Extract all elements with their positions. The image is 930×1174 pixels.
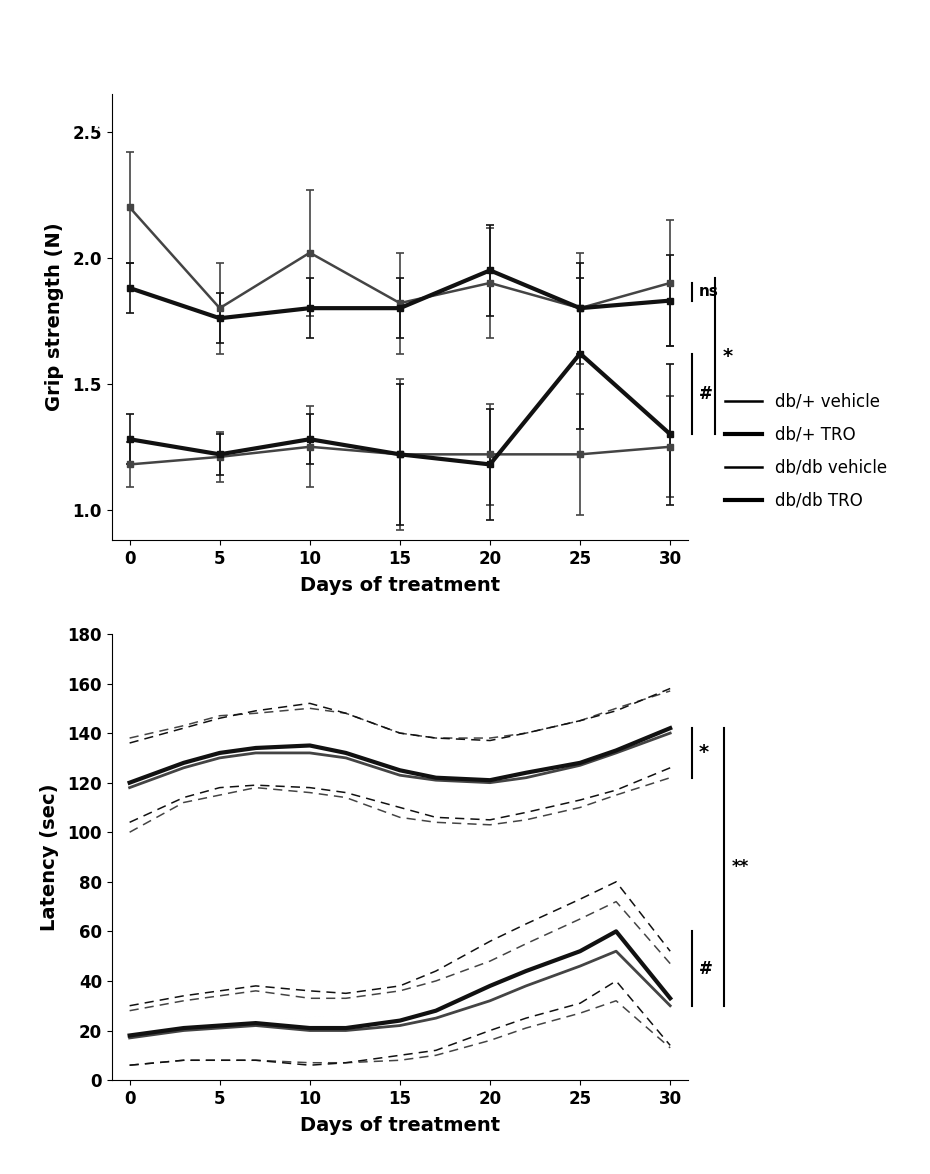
Text: #: # [699, 385, 713, 403]
Text: *: * [723, 346, 733, 365]
Text: ns: ns [699, 284, 719, 299]
Text: #: # [699, 959, 713, 978]
X-axis label: Days of treatment: Days of treatment [299, 1116, 500, 1135]
Text: *: * [699, 743, 710, 762]
Y-axis label: Latency (sec): Latency (sec) [40, 783, 59, 931]
Text: **: ** [731, 858, 749, 876]
Legend: db/+ vehicle, db/+ TRO, db/db vehicle, db/db TRO: db/+ vehicle, db/+ TRO, db/db vehicle, d… [725, 392, 887, 510]
Y-axis label: Grip strength (N): Grip strength (N) [45, 223, 64, 411]
X-axis label: Days of treatment: Days of treatment [299, 576, 500, 595]
